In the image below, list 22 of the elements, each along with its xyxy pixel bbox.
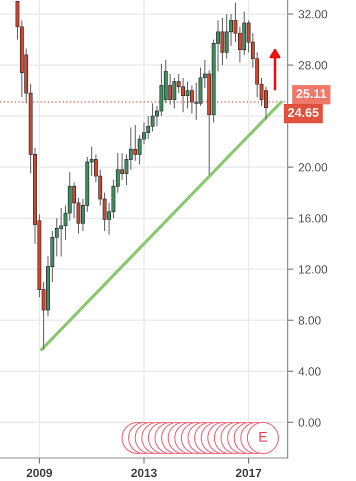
candlestick [220, 17, 224, 66]
x-tick-label: 2013 [131, 468, 157, 478]
y-tick-label: 12.00 [299, 265, 328, 274]
y-tick-label: 8.00 [298, 316, 321, 325]
candlestick [146, 116, 150, 140]
y-tick-label: 28.00 [298, 61, 328, 70]
y-tick-label: 4.00 [298, 367, 321, 376]
candlestick [224, 13, 229, 60]
annotation: 24.65 [288, 108, 319, 117]
y-tick-label: 20.00 [298, 163, 328, 172]
y-tick-label: 16.00 [299, 214, 328, 223]
candlestick [168, 73, 172, 106]
candlestick [59, 207, 64, 257]
ref-line-label: 25.11 [296, 89, 326, 98]
candlestick [128, 127, 133, 170]
x-tick-label: 2009 [26, 468, 52, 478]
candlestick [181, 77, 186, 113]
annotation: E [259, 432, 267, 442]
y-tick-label: 0.00 [298, 418, 321, 427]
x-tick-label: 2017 [236, 468, 262, 478]
y-tick-label: 32.00 [298, 10, 328, 18]
candlestick [172, 77, 176, 109]
